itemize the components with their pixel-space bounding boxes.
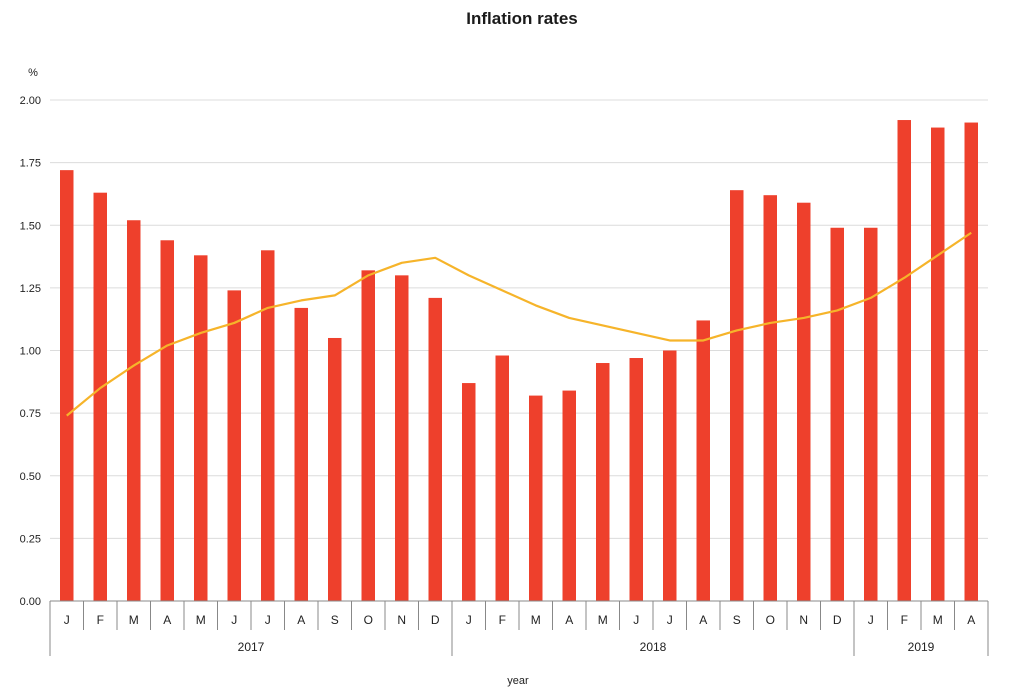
x-group-label: 2017 [238,640,265,654]
x-tick-label: O [364,613,373,627]
line-series [66,231,972,417]
bar [60,170,74,601]
x-group-label: 2019 [908,640,935,654]
bar [696,320,710,601]
y-tick-label: 2.00 [20,95,41,107]
bar [462,383,476,601]
chart-title: Inflation rates [466,9,577,28]
bar [194,255,208,601]
x-tick-label: M [531,613,541,627]
x-tick-label: D [833,613,842,627]
x-tick-label: M [129,613,139,627]
x-tick-label: A [967,613,975,627]
bar [797,202,811,601]
line-path [66,231,972,417]
x-tick-label: N [397,613,406,627]
x-tick-label: J [64,613,70,627]
x-axis-label: year [507,675,529,687]
y-tick-label: 0.25 [20,533,41,545]
bar [127,220,141,602]
bar [964,122,978,602]
bar [730,190,744,601]
bar [294,307,308,601]
x-tick-label: M [933,613,943,627]
x-tick-label: D [431,613,440,627]
x-tick-label: M [196,613,206,627]
x-tick-label: J [868,613,874,627]
x-tick-label: M [598,613,608,627]
bar [361,270,375,601]
bar [931,127,945,602]
y-tick-label: 1.75 [20,158,41,170]
x-tick-label: F [901,613,908,627]
x-tick-label: J [667,613,673,627]
x-tick-label: F [499,613,506,627]
x-tick-label: F [97,613,104,627]
bar [328,337,342,601]
x-tick-label: A [297,613,305,627]
y-axis-label: % [28,67,38,79]
y-tick-label: 1.50 [20,220,41,232]
bar [763,195,777,601]
bar [562,390,576,601]
bar [395,275,409,601]
bar [428,297,442,601]
bar [629,358,643,601]
x-tick-label: J [633,613,639,627]
bar [227,290,241,601]
y-tick-label: 0.75 [20,408,41,420]
bar-series [60,120,978,602]
x-tick-label: J [231,613,237,627]
y-tick-label: 1.00 [20,346,41,358]
x-group-label: 2018 [640,640,667,654]
y-tick-label: 0.00 [20,596,41,608]
x-tick-label: J [265,613,271,627]
x-tick-label: J [466,613,472,627]
bar [495,355,509,601]
bar [160,240,174,601]
bar [864,227,878,601]
x-tick-label: O [766,613,775,627]
x-tick-label: A [699,613,707,627]
bar [897,120,911,601]
x-tick-label: A [565,613,573,627]
y-tick-label: 1.25 [20,283,41,295]
bar [663,350,677,601]
x-tick-label: S [733,613,741,627]
bar [596,363,610,601]
x-tick-label: S [331,613,339,627]
grid-lines [50,99,988,539]
x-tick-label: A [163,613,171,627]
y-axis-ticks: 0.00 0.25 0.50 0.75 1.00 1.25 1.50 1.75 2.00 [20,95,41,608]
y-tick-label: 0.50 [20,471,41,483]
x-axis: J F M A M J J A S O N D J F M A M J J A S O N D J F M A 2017 2018 2019 [49,600,989,656]
bar [261,250,275,602]
x-tick-label: N [799,613,808,627]
bar [529,395,543,601]
bar [830,227,844,601]
bar [93,192,107,601]
